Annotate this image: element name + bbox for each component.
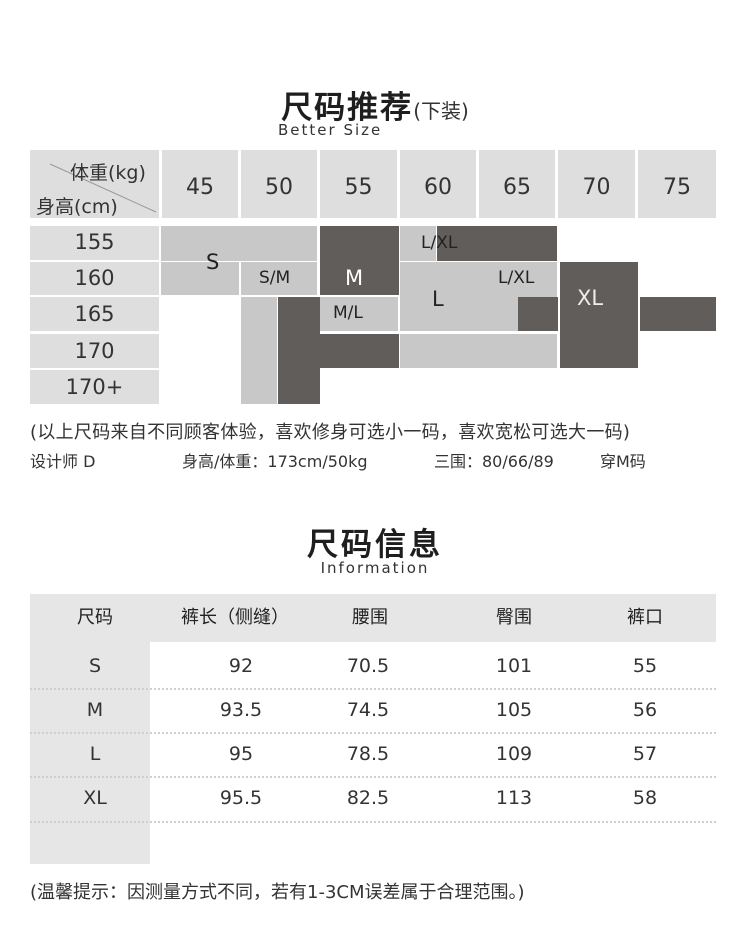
size-block-xl (560, 262, 638, 368)
header-length: 裤长（侧缝） (181, 607, 289, 628)
info-note: (温馨提示：因测量方式不同，若有1-3CM误差属于合理范围。) (30, 882, 525, 903)
corner-weight-label: 体重(kg) (70, 162, 146, 184)
height-155: 155 (74, 230, 115, 254)
header-size: 尺码 (77, 607, 113, 628)
height-cell (30, 370, 159, 404)
designer-measure: 三围：80/66/89 (434, 452, 554, 471)
row-xl-hem: 58 (632, 787, 658, 809)
weight-header-cell (479, 150, 555, 218)
weight-70: 70 (582, 175, 611, 200)
size-label-lxl-top: L/XL (421, 233, 458, 253)
size-label-m: M (345, 266, 364, 290)
row-m-hip: 105 (495, 699, 533, 721)
row-divider (30, 732, 716, 734)
row-l-size: L (89, 743, 101, 765)
row-s-length: 92 (228, 655, 254, 677)
info-table-header-bg (30, 594, 716, 642)
weight-header-cell (638, 150, 716, 218)
info-title: 尺码信息 (307, 527, 443, 563)
weight-header-cell (241, 150, 317, 218)
weight-60: 60 (424, 175, 452, 200)
height-170plus: 170+ (65, 375, 124, 399)
recommend-note: (以上尺码来自不同顾客体验，喜欢修身可选小一码，喜欢宽松可选大一码) (30, 422, 631, 443)
size-block-s (161, 262, 239, 295)
corner-height-label: 身高(cm) (36, 196, 118, 218)
size-label-sm: S/M (259, 268, 291, 288)
weight-55: 55 (344, 175, 373, 200)
designer-stats: 身高/体重：173cm/50kg (182, 452, 368, 471)
size-label-ml: M/L (333, 303, 363, 323)
row-m-length: 93.5 (219, 699, 263, 721)
recommend-title-main: 尺码推荐 (281, 90, 414, 126)
info-table-side-bg (30, 642, 150, 864)
info-subtitle: Information (320, 559, 430, 577)
recommend-title-suffix: (下装) (413, 99, 469, 123)
size-block-sm (241, 262, 317, 295)
size-label-l: L (432, 287, 444, 311)
row-l-length: 95 (228, 743, 254, 765)
header-waist: 腰围 (352, 607, 388, 628)
row-xl-length: 95.5 (219, 787, 263, 809)
size-label-xl: XL (577, 286, 604, 310)
size-block-lxl-top (400, 226, 436, 261)
weight-header-cell (558, 150, 635, 218)
row-divider (30, 776, 716, 778)
size-block-m (320, 334, 399, 368)
corner-diagonal (49, 163, 157, 213)
row-m-hem: 56 (632, 699, 658, 721)
designer-name: 设计师 D (30, 452, 96, 471)
header-hem: 裤口 (627, 607, 663, 628)
weight-45: 45 (186, 175, 214, 200)
recommend-title: 尺码推荐(下装) (0, 82, 750, 127)
size-label-lxl-mid: L/XL (498, 268, 535, 288)
row-s-size: S (88, 655, 102, 677)
size-block-l (400, 334, 557, 368)
row-xl-hip: 113 (495, 787, 533, 809)
weight-65: 65 (503, 175, 531, 200)
height-cell (30, 334, 159, 368)
row-s-hip: 101 (495, 655, 533, 677)
row-l-hip: 109 (495, 743, 533, 765)
row-divider (30, 821, 716, 823)
row-s-waist: 70.5 (346, 655, 390, 677)
row-m-size: M (86, 699, 104, 721)
row-xl-waist: 82.5 (346, 787, 390, 809)
row-xl-size: XL (83, 787, 107, 809)
size-block-xl (640, 297, 716, 331)
height-165: 165 (74, 302, 115, 326)
height-160: 160 (74, 266, 115, 290)
size-block-ml (320, 297, 398, 331)
height-cell (30, 297, 159, 331)
header-hip: 臀围 (496, 607, 532, 628)
height-cell (30, 226, 159, 260)
size-block-m (320, 226, 399, 295)
size-block-s (161, 226, 317, 261)
height-cell (30, 262, 159, 295)
weight-header-cell (162, 150, 238, 218)
row-divider (30, 688, 716, 690)
row-s-hem: 55 (632, 655, 658, 677)
weight-75: 75 (663, 175, 691, 200)
size-block-sm (241, 297, 277, 404)
recommend-subtitle: Better Size (278, 121, 383, 139)
size-label-s: S (206, 250, 220, 274)
row-l-waist: 78.5 (346, 743, 390, 765)
size-block-lxl-top (437, 226, 557, 261)
designer-wear: 穿M码 (600, 452, 646, 471)
weight-header-cell (400, 150, 476, 218)
height-170: 170 (74, 339, 115, 363)
size-block-lxl-mid (518, 297, 558, 331)
row-l-hem: 57 (632, 743, 658, 765)
size-block-sm-dark (278, 297, 320, 404)
row-m-waist: 74.5 (346, 699, 390, 721)
corner-cell: 体重(kg) 身高(cm) (30, 150, 159, 218)
weight-50: 50 (265, 175, 293, 200)
weight-header-cell (320, 150, 397, 218)
